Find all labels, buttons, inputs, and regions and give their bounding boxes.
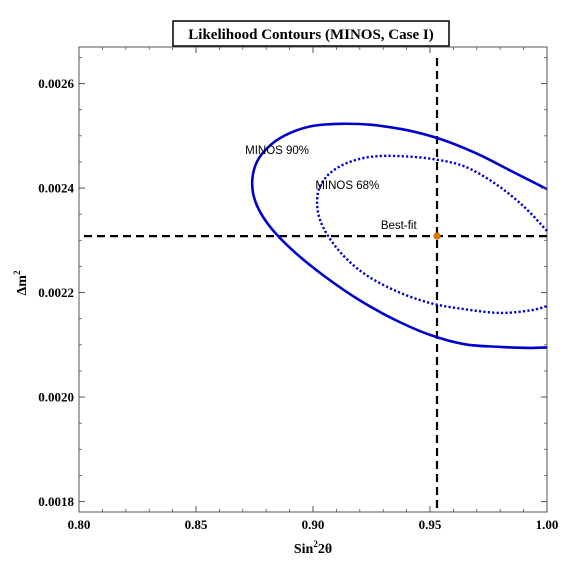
y-tick-label: 0.0020: [38, 390, 74, 405]
contour-90-line: [250, 122, 548, 350]
y-tick-label: 0.0018: [38, 494, 74, 509]
y-tick-label: 0.0022: [38, 285, 74, 300]
plot-area: MINOS 90% MINOS 68% Best-fit: [84, 58, 548, 512]
contour-68-line: [315, 154, 548, 315]
label-best-fit: Best-fit: [381, 220, 418, 232]
x-axis-label: Sin22θ: [294, 539, 332, 557]
x-axis-label-base: Sin: [294, 542, 314, 557]
y-axis-label-superscript: 2: [12, 270, 22, 275]
y-tick-label: 0.0024: [38, 181, 74, 196]
x-tick-label: 0.80: [68, 517, 91, 532]
plot-frame: [78, 46, 548, 513]
axis-ticks: 0.80 0.85 0.90 0.95 1.00 0.0018 0.0020 0.0022 0.…: [38, 47, 558, 532]
y-axis-label-base: Δm: [15, 275, 30, 296]
x-tick-label: 1.00: [536, 517, 559, 532]
y-tick-label: 0.0026: [38, 76, 74, 91]
label-minos-90: MINOS 90%: [245, 145, 309, 157]
chart-title: Likelihood Contours (MINOS, Case I): [188, 27, 433, 43]
x-axis-label-tail: 2θ: [318, 542, 332, 557]
x-axis-label-superscript: 2: [313, 539, 318, 549]
x-tick-label: 0.95: [419, 517, 442, 532]
x-tick-label: 0.85: [185, 517, 208, 532]
x-tick-label: 0.90: [302, 517, 325, 532]
best-fit-point: [433, 232, 441, 240]
y-axis-label: Δm2: [12, 270, 30, 295]
label-minos-68: MINOS 68%: [315, 180, 379, 192]
chart-title-box: Likelihood Contours (MINOS, Case I): [172, 20, 450, 47]
